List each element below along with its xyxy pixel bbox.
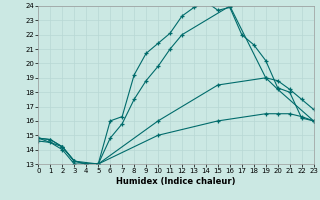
X-axis label: Humidex (Indice chaleur): Humidex (Indice chaleur) xyxy=(116,177,236,186)
